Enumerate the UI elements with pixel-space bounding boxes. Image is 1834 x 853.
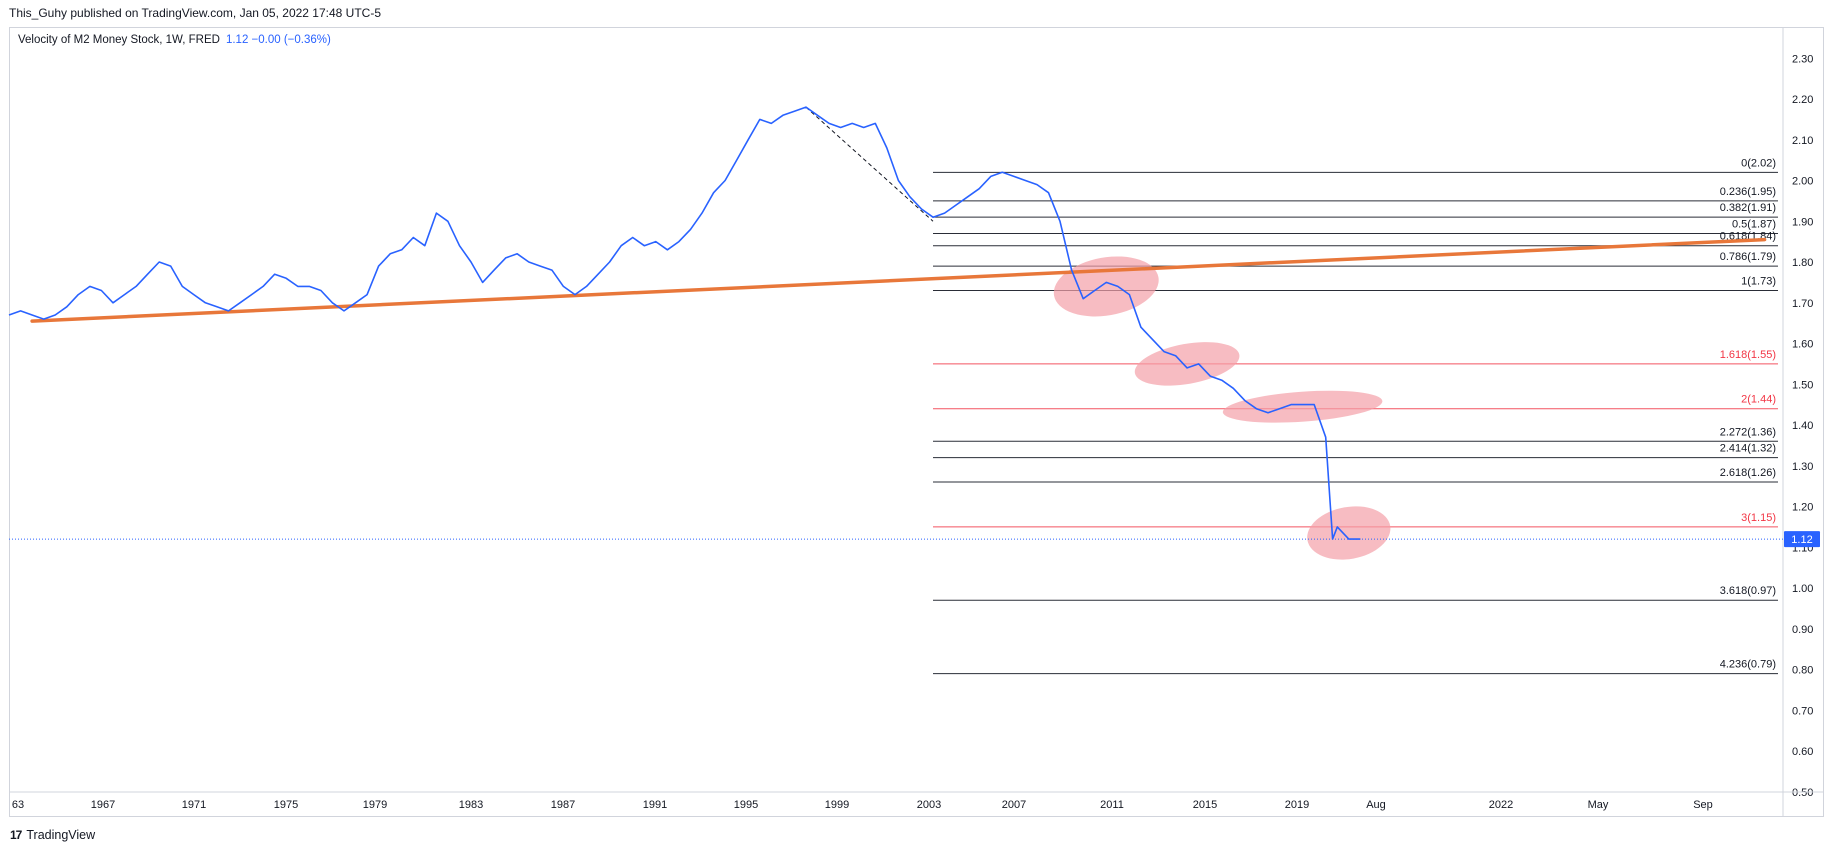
fib-level-label: 3.618(0.97)	[1720, 585, 1776, 597]
fib-level-label: 2.618(1.26)	[1720, 467, 1776, 479]
x-tick-label: 1971	[182, 799, 206, 811]
brand-name: TradingView	[26, 828, 96, 842]
fib-level-label: 0.382(1.91)	[1720, 202, 1776, 214]
chart-frame	[9, 27, 1824, 817]
fib-level-label: 4.236(0.79)	[1720, 659, 1776, 671]
y-tick-label: 1.90	[1792, 216, 1813, 228]
x-tick-label: Aug	[1366, 799, 1386, 811]
highlight-ellipse	[1222, 390, 1383, 423]
y-tick-label: 1.70	[1792, 298, 1813, 310]
fib-level-label: 1.618(1.55)	[1720, 349, 1776, 361]
y-tick-label: 0.80	[1792, 665, 1813, 677]
y-tick-label: 1.40	[1792, 420, 1813, 432]
x-tick-label: 1983	[459, 799, 483, 811]
fibonacci-levels: 0(2.02) 0.236(1.95) 0.382(1.91) 0.5(1.87) 0.…	[933, 157, 1778, 675]
fib-level-label: 0.236(1.95)	[1720, 186, 1776, 198]
y-tick-label: 1.60	[1792, 339, 1813, 351]
y-tick-label: 1.20	[1792, 502, 1813, 514]
series-line	[8, 106, 1361, 540]
x-tick-label: 2003	[917, 799, 941, 811]
dashed-retracement-line	[805, 106, 934, 222]
fib-level-label: 0.5(1.87)	[1732, 218, 1776, 230]
y-axis: 2.30 2.20 2.10 2.00 1.90 1.80 1.70 1.60 1.50 1.40…	[1782, 27, 1813, 817]
y-tick-label: 2.00	[1792, 176, 1813, 188]
y-tick-label: 0.50	[1792, 787, 1813, 799]
published-header: This_Guhy published on TradingView.com, …	[9, 6, 381, 20]
x-tick-label: 2015	[1193, 799, 1217, 811]
x-tick-label: May	[1588, 799, 1609, 811]
x-tick-label: 63	[12, 799, 24, 811]
series-group	[8, 106, 1361, 540]
trendline-group	[30, 237, 1767, 323]
highlight-ellipse	[1053, 256, 1159, 317]
fib-level-label: 0.786(1.79)	[1720, 251, 1776, 263]
trendline	[30, 237, 1767, 323]
x-tick-label: 1967	[91, 799, 115, 811]
x-tick-label: 1995	[734, 799, 758, 811]
highlight-ellipse	[1307, 506, 1391, 560]
y-tick-label: 1.30	[1792, 461, 1813, 473]
x-tick-label: 1975	[274, 799, 298, 811]
y-tick-label: 1.50	[1792, 379, 1813, 391]
y-tick-label: 1.80	[1792, 257, 1813, 269]
x-tick-label: 2019	[1285, 799, 1309, 811]
x-tick-label: 1991	[643, 799, 667, 811]
y-tick-label: 0.60	[1792, 746, 1813, 758]
last-price-group: 1.12	[9, 531, 1820, 548]
y-tick-label: 2.20	[1792, 94, 1813, 106]
y-tick-label: 0.90	[1792, 624, 1813, 636]
fib-level-label: 0(2.02)	[1741, 157, 1776, 169]
x-tick-label: 2022	[1489, 799, 1513, 811]
series-legend[interactable]: Velocity of M2 Money Stock, 1W, FRED 1.12…	[18, 34, 331, 46]
y-tick-label: 2.10	[1792, 135, 1813, 147]
last-value-label: 1.12	[1791, 534, 1812, 546]
x-tick-label: 2007	[1002, 799, 1026, 811]
legend-values: 1.12 −0.00 (−0.36%)	[225, 34, 331, 46]
x-tick-label: 1987	[551, 799, 575, 811]
highlight-ellipses	[1053, 256, 1391, 560]
y-tick-label: 0.70	[1792, 705, 1813, 717]
x-axis: 63 1967 1971 1975 1979 1983 1987 1991 1995 1999 20…	[9, 791, 1824, 811]
y-tick-label: 2.30	[1792, 53, 1813, 65]
x-tick-label: Sep	[1693, 799, 1713, 811]
fib-level-label: 2.272(1.36)	[1720, 426, 1776, 438]
x-tick-label: 1979	[363, 799, 387, 811]
fib-level-label: 3(1.15)	[1741, 512, 1776, 524]
x-tick-label: 1999	[825, 799, 849, 811]
fib-level-label: 1(1.73)	[1741, 276, 1776, 288]
footer-brand[interactable]: 17 TradingView	[10, 828, 95, 842]
highlight-ellipse	[1134, 342, 1240, 386]
fib-level-label: 2.414(1.32)	[1720, 443, 1776, 455]
y-tick-label: 1.00	[1792, 583, 1813, 595]
tradingview-logo-icon: 17	[10, 828, 22, 842]
fib-level-label: 2(1.44)	[1741, 394, 1776, 406]
x-tick-label: 2011	[1100, 799, 1124, 811]
legend-title: Velocity of M2 Money Stock, 1W, FRED	[18, 34, 220, 46]
last-value-badge	[1784, 531, 1820, 548]
